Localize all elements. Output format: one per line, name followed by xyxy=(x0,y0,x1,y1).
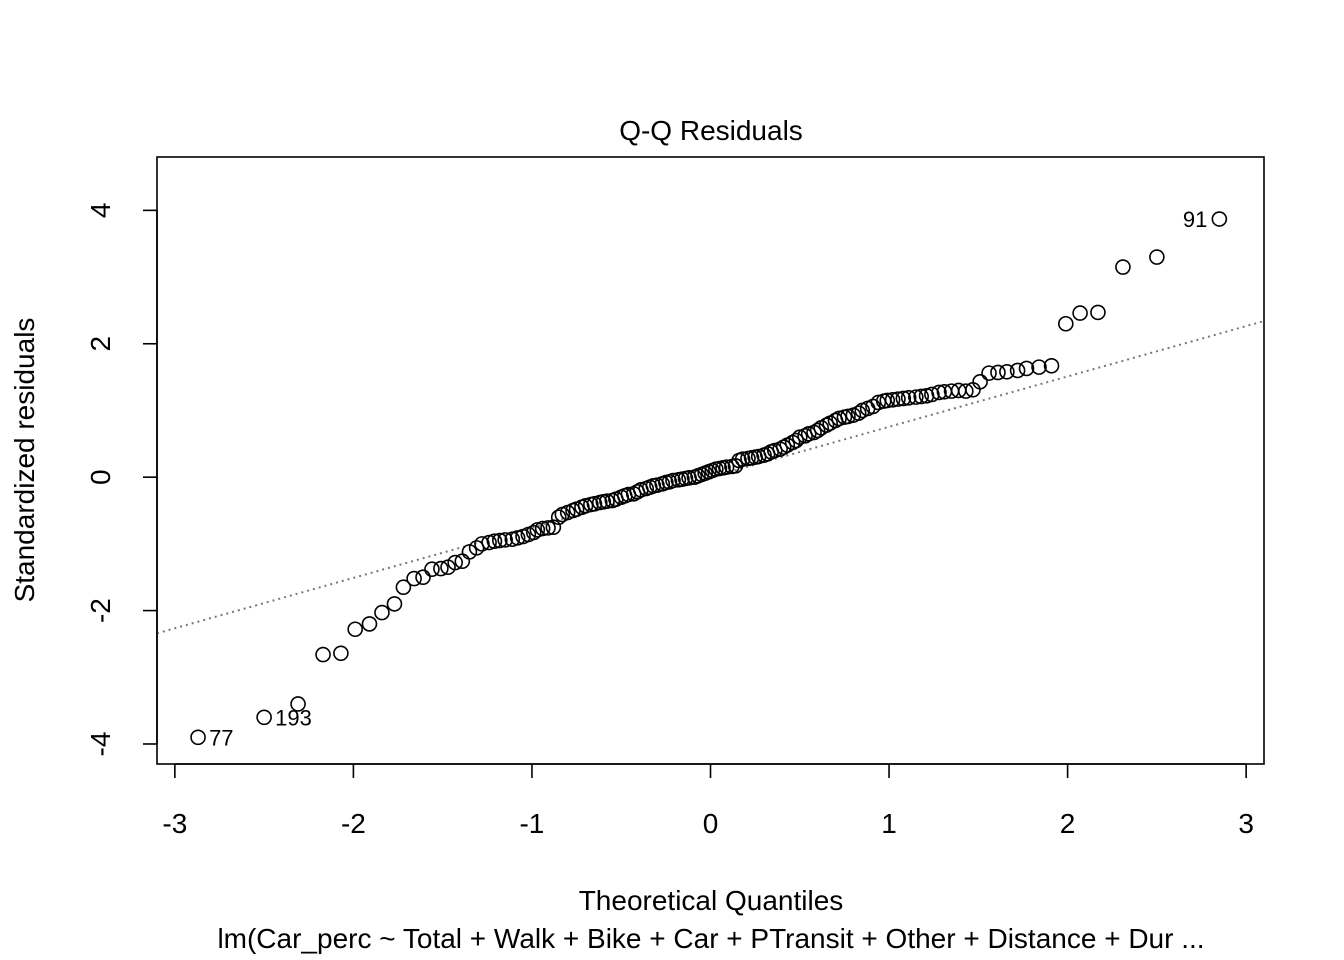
data-point xyxy=(1115,259,1131,275)
data-point xyxy=(474,536,490,552)
data-point xyxy=(497,532,513,548)
data-point xyxy=(1058,315,1074,332)
data-point xyxy=(718,459,735,475)
data-point xyxy=(981,365,997,381)
chart-subtitle: lm(Car_perc ~ Total + Walk + Bike + Car … xyxy=(217,923,1204,954)
data-point xyxy=(447,554,463,571)
data-point xyxy=(1149,249,1165,265)
point-labels: 91 193 77 xyxy=(209,207,1207,750)
data-point xyxy=(433,560,449,577)
y-tick-label: 2 xyxy=(85,336,116,352)
data-point xyxy=(895,390,912,407)
data-point xyxy=(775,439,792,455)
data-point xyxy=(665,472,681,489)
chart-title: Q-Q Residuals xyxy=(619,115,803,146)
y-tick-label: -4 xyxy=(85,732,116,757)
x-tick-label: -2 xyxy=(341,808,366,839)
point-label: 91 xyxy=(1183,207,1207,232)
data-point xyxy=(890,391,906,407)
data-point xyxy=(540,520,556,536)
data-point xyxy=(850,405,867,421)
x-tick-label: -1 xyxy=(519,808,544,839)
data-point xyxy=(990,364,1006,381)
point-label: 193 xyxy=(275,705,312,730)
y-axis-label: Standardized residuals xyxy=(9,318,40,603)
data-point xyxy=(315,646,331,663)
data-point xyxy=(290,696,306,712)
data-point xyxy=(958,383,974,399)
x-tick-label: 3 xyxy=(1238,808,1254,839)
data-point xyxy=(361,616,378,632)
y-tick-label: 0 xyxy=(85,469,116,485)
data-point xyxy=(545,519,562,536)
data-point xyxy=(1090,304,1106,321)
x-tick-label: 2 xyxy=(1060,808,1076,839)
data-point xyxy=(599,493,615,509)
data-point xyxy=(884,391,901,408)
data-point xyxy=(818,417,835,433)
y-tick-label: 4 xyxy=(85,203,116,219)
y-tick-label: -2 xyxy=(85,598,116,623)
data-point xyxy=(999,363,1015,380)
x-axis: -3 -2 -1 0 1 2 3 xyxy=(162,763,1254,839)
y-axis: -4 -2 0 2 4 xyxy=(85,203,158,757)
data-point xyxy=(424,561,440,578)
data-point xyxy=(395,579,412,596)
x-tick-label: -3 xyxy=(162,808,187,839)
data-point xyxy=(406,570,422,587)
data-points xyxy=(190,211,1228,746)
data-point xyxy=(333,645,349,662)
x-tick-label: 1 xyxy=(881,808,897,839)
data-point xyxy=(900,389,917,406)
data-point xyxy=(879,392,896,409)
point-label: 77 xyxy=(209,725,233,750)
data-point xyxy=(913,388,929,405)
data-point xyxy=(1043,357,1060,374)
data-point xyxy=(347,621,363,638)
data-point xyxy=(931,384,947,401)
data-point xyxy=(190,729,206,746)
data-point xyxy=(256,709,272,726)
data-point xyxy=(924,386,940,403)
data-point xyxy=(1031,359,1047,375)
data-point xyxy=(550,509,567,525)
data-point xyxy=(1018,360,1035,377)
data-point xyxy=(525,524,542,541)
data-point xyxy=(1072,305,1088,321)
data-point xyxy=(415,569,431,586)
x-axis-label: Theoretical Quantiles xyxy=(579,885,844,916)
data-point xyxy=(908,389,924,405)
data-point xyxy=(734,451,751,467)
data-point xyxy=(374,604,390,621)
data-point xyxy=(534,520,551,537)
data-point xyxy=(1211,211,1228,227)
data-point xyxy=(788,432,805,449)
data-point xyxy=(386,596,403,612)
data-point xyxy=(486,533,503,550)
data-point xyxy=(1009,362,1026,379)
data-point xyxy=(972,373,988,390)
data-point xyxy=(492,532,508,549)
data-point xyxy=(809,422,826,439)
x-tick-label: 0 xyxy=(703,808,719,839)
